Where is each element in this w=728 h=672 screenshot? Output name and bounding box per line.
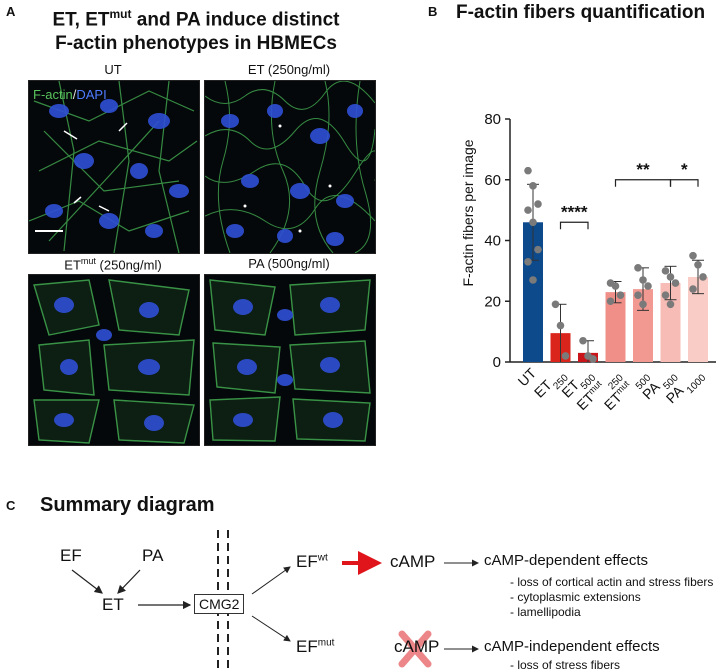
micrograph-pa [204, 274, 376, 446]
panel-a-title: ET, ETmut and PA induce distinct F-actin… [52, 7, 340, 55]
stain-legend: F-actin/DAPI [33, 87, 107, 102]
summary-diagram-lines [71, 530, 479, 672]
indep-effect-1: - loss of stress fibers [510, 658, 621, 672]
data-point [579, 336, 587, 345]
significance-bracket [559, 221, 589, 230]
arrow-cmg2-efwt [251, 566, 291, 595]
node-efwt: EFwt [296, 552, 328, 571]
panel-a-letter: A [6, 4, 16, 19]
image-label-etmut: ETmut (250ng/ml) [64, 256, 162, 273]
y-tick-label: 60 [484, 172, 501, 189]
data-point [524, 257, 532, 266]
node-efmut: EFmut [296, 637, 335, 656]
data-point [699, 273, 707, 281]
data-point [634, 264, 642, 272]
data-point [661, 267, 670, 275]
bar-PA 500 [660, 283, 681, 362]
bar-UT [523, 222, 543, 362]
significance-label: ** [636, 160, 650, 179]
data-point [529, 276, 537, 284]
data-point [534, 245, 542, 254]
camp-dependent-effects: cAMP-dependent effects [484, 552, 648, 569]
y-tick-label: 20 [484, 293, 501, 310]
data-point [639, 276, 647, 284]
node-pa: PA [142, 546, 164, 565]
data-point [666, 273, 675, 281]
data-point [661, 291, 670, 299]
dep-effect-1: - loss of cortical actin and stress fibe… [510, 575, 714, 589]
micrograph-ut: F-actin/DAPI [28, 80, 200, 254]
data-point [689, 251, 697, 260]
data-point [529, 218, 537, 227]
dep-effect-2: - cytoplasmic extensions [510, 590, 641, 604]
arrow-cmg2-efmut [251, 615, 291, 642]
panel-c-letter: C [6, 498, 16, 513]
node-ef: EF [60, 546, 82, 565]
data-point [524, 206, 532, 214]
cross-out-icon [398, 630, 432, 668]
data-point [524, 166, 532, 175]
node-cmg2: CMG2 [194, 594, 245, 614]
panel-b-letter: B [428, 4, 438, 19]
data-point [606, 297, 615, 306]
arrow-pa-et [117, 569, 141, 594]
data-point [561, 352, 570, 360]
data-point [639, 300, 647, 309]
chart-title: F-actin fibers quantification [456, 2, 706, 23]
bar-ETmut 250 [605, 292, 626, 362]
image-label-pa: PA (500ng/ml) [248, 256, 330, 271]
y-tick-label: 80 [484, 111, 501, 128]
data-point [556, 321, 565, 330]
y-tick-label: 0 [493, 354, 501, 371]
x-tick-label: PA 1000 [663, 365, 709, 411]
data-point [611, 282, 620, 290]
image-label-et: ET (250ng/ml) [247, 62, 331, 77]
dep-effect-3: - lamellipodia [510, 605, 581, 619]
y-tick-label: 40 [484, 233, 501, 250]
node-camp-crossed: cAMP [394, 637, 440, 656]
data-point [551, 300, 560, 309]
data-point [634, 291, 642, 299]
significance-bracket [669, 179, 699, 187]
panel-c-title: Summary diagram [40, 494, 215, 516]
significance-bracket [614, 179, 672, 187]
data-point [689, 285, 697, 293]
data-point [666, 300, 675, 309]
significance-label: **** [561, 202, 588, 221]
bar-ETmut 500 [633, 289, 653, 362]
data-point [644, 282, 652, 290]
image-label-ut: UT [104, 62, 122, 77]
data-point [694, 261, 702, 269]
node-et: ET [102, 595, 124, 614]
data-point [589, 355, 597, 363]
data-point [671, 279, 680, 287]
micrograph-etmut [28, 274, 200, 446]
bar-PA 1000 [688, 276, 708, 362]
data-point [534, 200, 542, 208]
micrograph-et [204, 80, 376, 254]
arrow-ef-et [71, 569, 103, 594]
significance-label: * [681, 160, 688, 179]
camp-independent-effects: cAMP-independent effects [484, 638, 660, 655]
data-point [616, 291, 625, 299]
data-point [529, 182, 537, 190]
node-camp: cAMP [390, 552, 436, 571]
